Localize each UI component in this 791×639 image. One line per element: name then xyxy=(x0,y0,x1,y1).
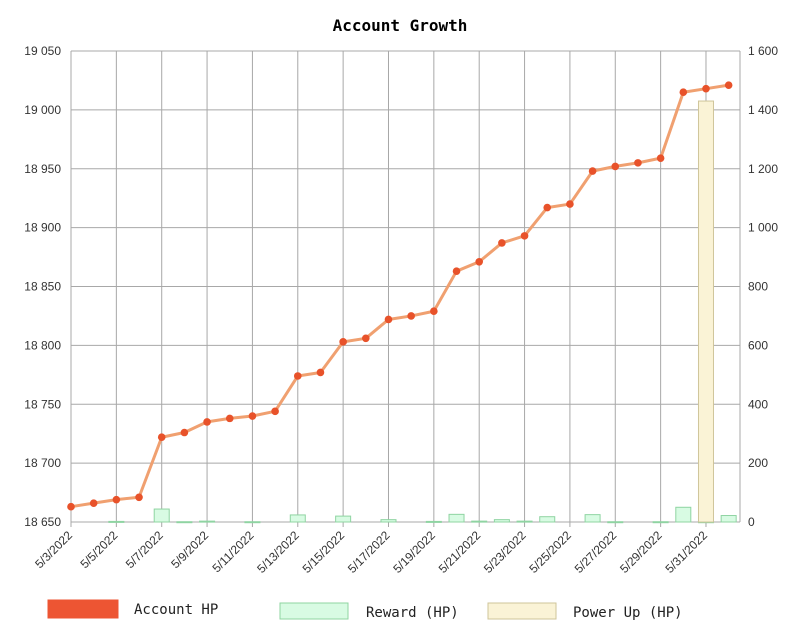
account-hp-point xyxy=(271,407,279,416)
reward-bar xyxy=(108,520,125,523)
y-right-tick-label: 1 000 xyxy=(748,221,778,235)
x-tick-label: 5/9/2022 xyxy=(168,528,211,571)
y-left-tick-label: 19 000 xyxy=(24,103,61,117)
reward-bar xyxy=(425,520,442,523)
account-hp-point xyxy=(656,154,665,162)
power-up-bar xyxy=(697,100,714,523)
legend[interactable]: Account HP Reward (HP) Power Up (HP) xyxy=(47,599,683,621)
reward-bar xyxy=(153,508,170,523)
y-right-tick-label: 0 xyxy=(748,515,755,529)
legend-reward-hp-swatch xyxy=(279,602,349,620)
legend-power-up-hp-swatch xyxy=(487,602,557,620)
x-tick-label: 5/7/2022 xyxy=(123,528,166,571)
y-left-tick-label: 18 950 xyxy=(24,162,61,176)
y-left-tick-label: 18 700 xyxy=(24,456,61,470)
account-hp-point xyxy=(180,428,189,437)
x-tick-label: 5/31/2022 xyxy=(662,528,710,576)
y-right-tick-label: 200 xyxy=(748,456,768,470)
line-series xyxy=(67,81,733,511)
y-left-tick-label: 18 850 xyxy=(24,280,61,294)
legend-account-hp[interactable]: Account HP xyxy=(47,599,218,619)
reward-bar xyxy=(289,514,306,523)
x-tick-label: 5/27/2022 xyxy=(572,528,620,576)
account-hp-point xyxy=(112,495,121,504)
reward-bar xyxy=(380,519,397,523)
account-hp-point xyxy=(498,239,506,247)
account-hp-point xyxy=(475,257,484,266)
y-right-tick-label: 1 200 xyxy=(748,162,778,176)
account-hp-point xyxy=(543,203,552,212)
y-right-tick-label: 400 xyxy=(748,397,768,411)
account-hp-point xyxy=(316,368,325,377)
account-hp-point xyxy=(520,232,529,240)
y-right-tick-label: 800 xyxy=(748,280,768,294)
account-hp-point xyxy=(89,499,98,507)
legend-reward-hp[interactable]: Reward (HP) xyxy=(279,602,459,621)
account-hp-point xyxy=(679,88,688,97)
account-hp-point xyxy=(702,84,710,93)
y-left-tick-label: 18 900 xyxy=(24,221,61,235)
account-hp-point xyxy=(362,334,370,343)
chart-title: Account Growth xyxy=(333,16,468,35)
account-hp-point xyxy=(724,81,733,89)
reward-bar xyxy=(244,521,261,524)
x-tick-label: 5/23/2022 xyxy=(481,528,529,576)
account-hp-line xyxy=(70,83,729,509)
reward-bar xyxy=(335,515,352,523)
grid xyxy=(70,50,741,527)
account-hp-point xyxy=(339,338,347,346)
reward-bar xyxy=(720,515,737,523)
x-tick-label: 5/11/2022 xyxy=(210,528,257,575)
account-hp-point xyxy=(203,418,211,426)
y-right-tick-label: 600 xyxy=(748,338,768,352)
account-hp-point xyxy=(407,312,415,320)
bars xyxy=(108,100,737,524)
y-right-tick-label: 1 600 xyxy=(748,44,778,58)
x-tick-label: 5/19/2022 xyxy=(390,528,438,576)
y-left-tick-label: 18 800 xyxy=(24,338,61,352)
account-hp-point xyxy=(225,414,234,423)
reward-bar xyxy=(584,514,601,523)
account-hp-point xyxy=(566,200,574,208)
y-left-tick-label: 18 650 xyxy=(24,515,61,529)
x-tick-label: 5/25/2022 xyxy=(526,528,574,576)
legend-account-hp-swatch xyxy=(47,599,119,619)
reward-bar xyxy=(471,520,488,523)
legend-reward-hp-label: Reward (HP) xyxy=(366,605,459,621)
x-tick-label: 5/29/2022 xyxy=(617,528,665,576)
account-hp-point xyxy=(157,433,166,442)
reward-bar xyxy=(516,520,533,523)
account-hp-point xyxy=(452,267,461,275)
account-hp-point xyxy=(248,412,257,420)
account-hp-point xyxy=(135,493,143,502)
x-tick-label: 5/21/2022 xyxy=(436,528,484,576)
x-tick-label: 5/17/2022 xyxy=(345,528,393,576)
reward-bar xyxy=(675,506,692,523)
reward-bar xyxy=(199,520,216,523)
reward-bar xyxy=(607,521,624,524)
y-right-tick-label: 1 400 xyxy=(748,103,778,117)
reward-bar xyxy=(493,519,510,523)
account-hp-point xyxy=(611,162,620,171)
legend-power-up-hp[interactable]: Power Up (HP) xyxy=(487,602,683,621)
account-hp-point xyxy=(634,159,642,167)
x-tick-label: 5/3/2022 xyxy=(32,528,75,571)
account-hp-point xyxy=(384,315,393,324)
account-hp-point xyxy=(588,167,597,175)
legend-account-hp-label: Account HP xyxy=(134,602,218,618)
reward-bar xyxy=(539,516,556,523)
account-hp-point xyxy=(67,502,75,511)
reward-bar xyxy=(448,513,465,523)
legend-power-up-hp-label: Power Up (HP) xyxy=(573,605,683,621)
reward-bar xyxy=(176,521,193,524)
reward-bar xyxy=(652,521,669,524)
x-tick-label: 5/13/2022 xyxy=(254,528,302,576)
y-left-tick-label: 18 750 xyxy=(24,397,61,411)
x-tick-label: 5/5/2022 xyxy=(78,528,121,571)
account-hp-point xyxy=(293,372,302,380)
account-hp-point xyxy=(430,307,438,316)
x-tick-label: 5/15/2022 xyxy=(300,528,348,576)
y-left-tick-label: 19 050 xyxy=(24,44,61,58)
